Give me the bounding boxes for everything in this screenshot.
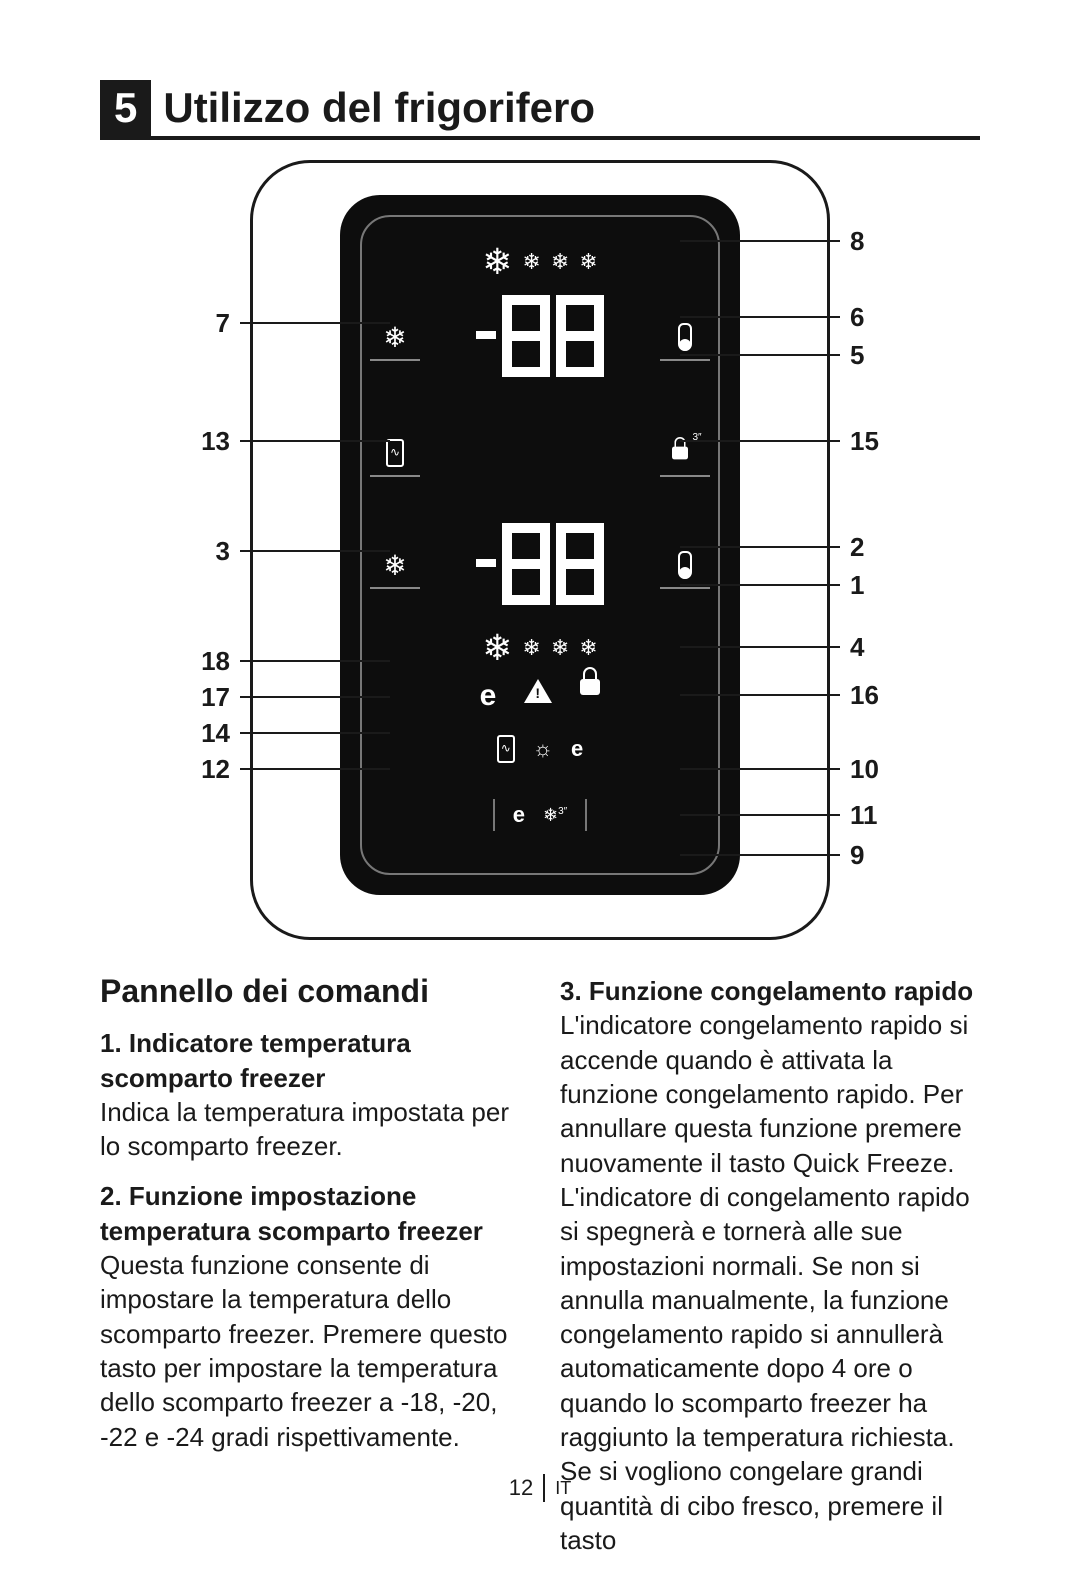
callout-6: 6 xyxy=(850,302,864,333)
snowflake-icon: ❄ xyxy=(522,635,540,661)
callout-13: 13 xyxy=(201,426,230,457)
item-2-body: Questa funzione consente di impostare la… xyxy=(100,1248,520,1454)
callout-17: 17 xyxy=(201,682,230,713)
page-lang: IT xyxy=(555,1478,571,1499)
callout-5: 5 xyxy=(850,340,864,371)
callout-3: 3 xyxy=(216,536,230,567)
callout-11: 11 xyxy=(850,800,878,831)
snowflake-icon: ❄ xyxy=(383,549,406,582)
callout-12: 12 xyxy=(201,754,230,785)
page-number: 12 xyxy=(509,1475,533,1501)
lock-icon xyxy=(580,679,600,695)
snowflake-icon: ❄ xyxy=(522,249,540,275)
callout-1: 1 xyxy=(850,570,864,601)
snowflake-icon: ❄ xyxy=(579,249,597,275)
snowflake-row-top: ❄ ❄ ❄ ❄ xyxy=(482,241,597,283)
section-title: Utilizzo del frigorifero xyxy=(163,84,595,132)
ionizer-icon xyxy=(386,439,404,467)
callout-16: 16 xyxy=(850,680,879,711)
callout-7: 7 xyxy=(216,308,230,339)
fridge-indicator xyxy=(660,543,710,589)
snowflake-row-bottom: ❄ ❄ ❄ ❄ xyxy=(482,627,597,669)
snowflake-icon: ❄ xyxy=(579,635,597,661)
callout-2: 2 xyxy=(850,532,864,563)
snowflake-icon: ❄ xyxy=(383,321,406,354)
callout-8: 8 xyxy=(850,226,864,257)
status-icon-row: e xyxy=(340,679,740,713)
temperature-display-fridge xyxy=(476,523,604,603)
lock-icon xyxy=(672,447,688,460)
mode-icon-row: ☼ e xyxy=(340,735,740,763)
eco-icon: e xyxy=(480,679,497,713)
snowflake-icon: ❄ xyxy=(482,241,512,283)
callout-10: 10 xyxy=(850,754,879,785)
snowflake-icon: ❄ xyxy=(551,249,569,275)
ionizer-button[interactable] xyxy=(370,431,420,477)
callout-18: 18 xyxy=(201,646,230,677)
thermometer-icon xyxy=(678,323,692,351)
section-number: 5 xyxy=(100,80,151,136)
section-header: 5 Utilizzo del frigorifero xyxy=(100,80,980,140)
item-3-head: 3. Funzione congelamento rapido xyxy=(560,974,980,1008)
eco-mode-icon: e xyxy=(571,735,583,763)
panel-title: Pannello dei comandi xyxy=(100,970,520,1012)
quick-freeze-3s-icon[interactable]: ❄3″ xyxy=(543,805,567,826)
item-2-head: 2. Funzione impostazione temperatura sco… xyxy=(100,1179,520,1248)
snowflake-icon: ❄ xyxy=(482,627,512,669)
callout-15: 15 xyxy=(850,426,879,457)
control-panel: ❄ ❄ ❄ ❄ ❄ 3″ ❄ xyxy=(340,195,740,895)
page-footer: 12 IT xyxy=(0,1474,1080,1502)
item-1-body: Indica la temperatura impostata per lo s… xyxy=(100,1095,520,1164)
holiday-icon: ☼ xyxy=(533,736,553,762)
ionizer-icon xyxy=(497,735,515,763)
callout-9: 9 xyxy=(850,840,864,871)
callout-14: 14 xyxy=(201,718,230,749)
warning-icon xyxy=(524,679,552,703)
thermometer-icon xyxy=(678,551,692,579)
control-panel-diagram: ❄ ❄ ❄ ❄ ❄ 3″ ❄ xyxy=(250,160,830,940)
eco-button[interactable]: e xyxy=(513,801,525,829)
item-1-head: 1. Indicatore temperatura scomparto free… xyxy=(100,1026,520,1095)
callout-4: 4 xyxy=(850,632,864,663)
snowflake-icon: ❄ xyxy=(551,635,569,661)
key-lock-button[interactable]: 3″ xyxy=(660,431,710,477)
